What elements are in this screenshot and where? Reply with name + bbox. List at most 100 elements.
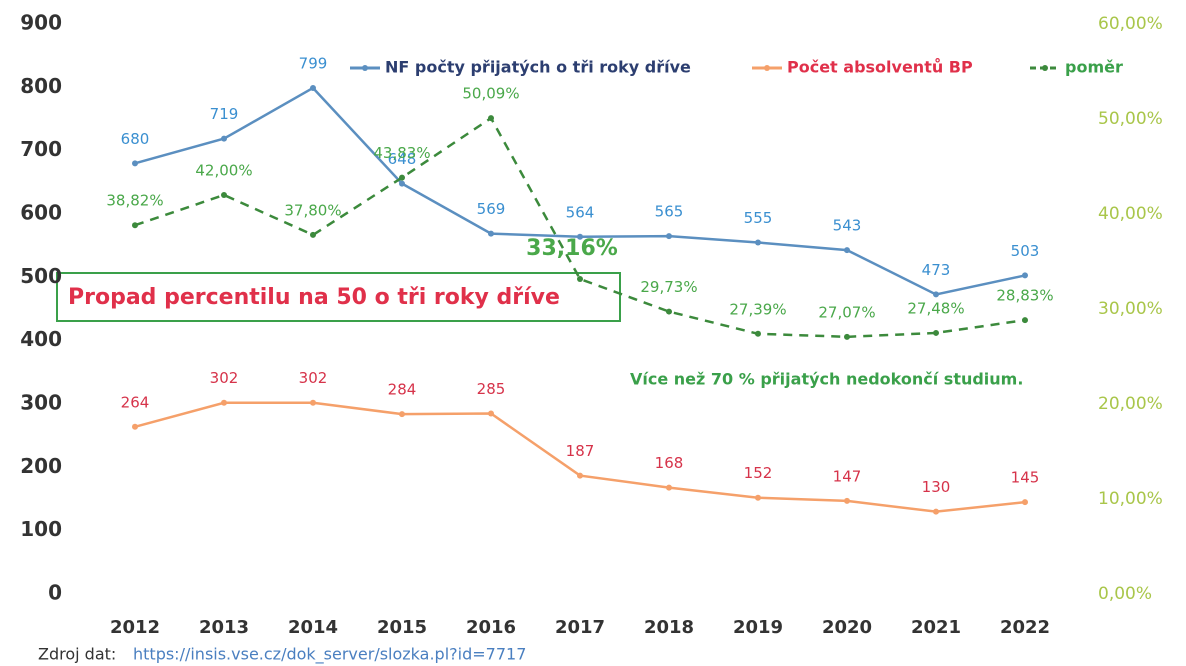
value-label: 543 xyxy=(833,217,862,235)
value-label: 473 xyxy=(922,261,951,279)
value-label: 130 xyxy=(922,478,951,496)
annotation: Více než 70 % přijatých nedokončí studiu… xyxy=(630,370,1023,389)
point xyxy=(221,135,227,142)
point xyxy=(132,222,138,229)
y-tick-label: 400 xyxy=(20,327,62,351)
point xyxy=(666,308,672,315)
y-tick-label: 500 xyxy=(20,264,62,288)
point xyxy=(933,291,939,298)
point xyxy=(755,330,761,337)
point xyxy=(755,239,761,246)
value-label: 565 xyxy=(655,203,684,221)
value-label: 38,82% xyxy=(106,192,163,210)
point xyxy=(310,231,316,238)
value-label: 680 xyxy=(121,130,150,148)
legend-marker xyxy=(1042,65,1048,71)
x-tick-label: 2017 xyxy=(555,617,605,638)
point xyxy=(577,472,583,479)
legend-marker xyxy=(362,65,368,71)
y2-tick-label: 50,00% xyxy=(1098,109,1163,129)
x-tick-label: 2022 xyxy=(1000,617,1050,638)
y2-tick-label: 10,00% xyxy=(1098,489,1163,509)
value-label: 555 xyxy=(744,209,773,227)
value-label: 719 xyxy=(210,105,239,123)
point xyxy=(755,494,761,501)
point xyxy=(1022,317,1028,324)
point xyxy=(221,192,227,198)
value-label: 564 xyxy=(566,203,595,221)
point xyxy=(310,84,316,91)
legend-marker xyxy=(764,65,770,71)
point xyxy=(1022,499,1028,506)
y2-tick-label: 0,00% xyxy=(1098,584,1152,604)
y2-tick-label: 20,00% xyxy=(1098,394,1163,414)
x-tick-label: 2019 xyxy=(733,617,783,638)
y-tick-label: 200 xyxy=(20,454,62,478)
point xyxy=(577,233,583,240)
x-tick-label: 2014 xyxy=(288,617,338,638)
point xyxy=(844,247,850,254)
value-label: 27,07% xyxy=(818,303,875,321)
point xyxy=(844,497,850,504)
value-label: 152 xyxy=(744,464,773,482)
x-tick-label: 2013 xyxy=(199,617,249,638)
y-tick-label: 800 xyxy=(20,74,62,98)
point xyxy=(488,230,494,237)
value-label: 29,73% xyxy=(640,278,697,296)
value-label: 145 xyxy=(1011,469,1040,487)
y2-tick-label: 40,00% xyxy=(1098,204,1163,224)
series-line xyxy=(134,86,1026,296)
point xyxy=(1022,272,1028,279)
x-tick-label: 2016 xyxy=(466,617,516,638)
point xyxy=(399,180,405,187)
point xyxy=(577,275,583,282)
legend-label: Počet absolventů BP xyxy=(787,58,973,77)
value-label: 284 xyxy=(388,381,417,399)
value-label: 27,39% xyxy=(729,300,786,318)
point xyxy=(933,329,939,336)
point xyxy=(844,333,850,340)
value-label: 147 xyxy=(833,467,862,485)
point xyxy=(132,160,138,167)
y-tick-label: 600 xyxy=(20,201,62,225)
x-tick-label: 2018 xyxy=(644,617,694,638)
point xyxy=(132,423,138,430)
point xyxy=(933,508,939,515)
value-label: 302 xyxy=(299,369,328,387)
x-tick-label: 2021 xyxy=(911,617,961,638)
value-label: 27,48% xyxy=(907,299,964,317)
x-tick-label: 2020 xyxy=(822,617,872,638)
value-label: 168 xyxy=(655,454,684,472)
value-label: 302 xyxy=(210,369,239,387)
x-tick-label: 2015 xyxy=(377,617,427,638)
value-label: 50,09% xyxy=(462,85,519,103)
value-label: 569 xyxy=(477,200,506,218)
value-label: 648 xyxy=(388,150,417,168)
y-tick-label: 300 xyxy=(20,391,62,415)
point xyxy=(399,174,405,181)
y-tick-label: 900 xyxy=(20,11,62,35)
source-url: https://insis.vse.cz/dok_server/slozka.p… xyxy=(133,645,526,665)
y-tick-label: 0 xyxy=(48,581,62,605)
value-label: 799 xyxy=(299,54,328,72)
y2-tick-label: 60,00% xyxy=(1098,14,1163,34)
value-label: 33,16% xyxy=(526,236,618,261)
y2-tick-label: 30,00% xyxy=(1098,299,1163,319)
annotation: Propad percentilu na 50 o tři roky dříve xyxy=(68,285,560,310)
source: Zdroj dat: xyxy=(38,645,116,664)
value-label: 264 xyxy=(121,393,150,411)
legend-label: NF počty přijatých o tři roky dříve xyxy=(385,58,691,77)
value-label: 43,83% xyxy=(373,144,430,162)
legend-label: poměr xyxy=(1065,58,1123,77)
value-label: 285 xyxy=(477,380,506,398)
y-tick-label: 100 xyxy=(20,517,62,541)
value-label: 37,80% xyxy=(284,201,341,219)
value-label: 42,00% xyxy=(195,162,252,180)
value-label: 187 xyxy=(566,442,595,460)
annotation-box xyxy=(56,272,621,322)
value-label: 503 xyxy=(1011,242,1040,260)
point xyxy=(488,115,494,122)
point xyxy=(221,399,227,406)
y-tick-label: 700 xyxy=(20,137,62,161)
